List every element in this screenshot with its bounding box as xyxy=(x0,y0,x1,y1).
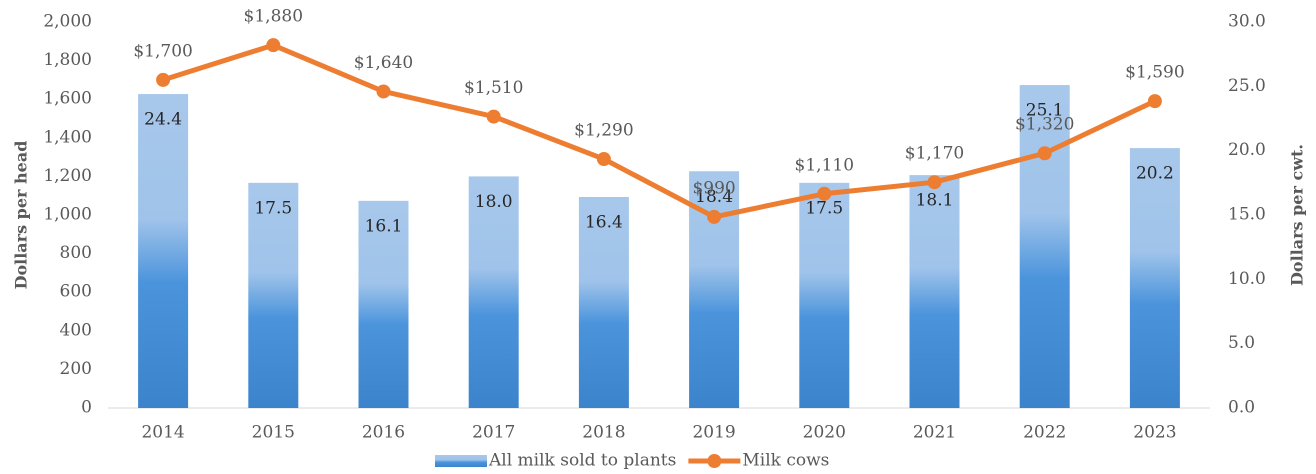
x-tick-label: 2023 xyxy=(1133,423,1176,443)
bar-value-label: 20.2 xyxy=(1136,164,1174,184)
line-value-label: $1,290 xyxy=(574,121,633,141)
line-value-label: $1,700 xyxy=(133,41,192,61)
y2-tick-label: 15.0 xyxy=(1228,205,1266,225)
line-point xyxy=(927,175,942,190)
line-value-label: $990 xyxy=(692,178,735,198)
bar xyxy=(468,176,519,408)
line-value-label: $1,640 xyxy=(354,53,413,73)
x-tick-label: 2018 xyxy=(582,423,625,443)
y2-tick-label: 25.0 xyxy=(1228,76,1266,96)
line-point xyxy=(266,38,281,53)
bar xyxy=(909,175,960,408)
legend-label: Milk cows xyxy=(742,451,829,471)
x-tick-label: 2019 xyxy=(692,423,735,443)
y-tick-label: 800 xyxy=(60,243,92,263)
x-tick-label: 2017 xyxy=(472,423,515,443)
y-tick-label: 1,400 xyxy=(43,127,92,147)
bar-value-label: 17.5 xyxy=(254,198,292,218)
line-point xyxy=(707,209,722,224)
y-tick-label: 1,800 xyxy=(43,50,92,70)
line-point xyxy=(596,152,611,167)
bar-value-label: 25.1 xyxy=(1026,101,1064,121)
line-value-label: $1,110 xyxy=(795,155,854,175)
line-point xyxy=(486,109,501,124)
y2-axis-title: Dollars per cwt. xyxy=(1288,144,1307,286)
y2-tick-label: 0.0 xyxy=(1228,398,1255,418)
bar xyxy=(578,196,629,408)
line-value-label: $1,170 xyxy=(905,144,964,164)
y-tick-label: 400 xyxy=(60,320,92,340)
legend-swatch xyxy=(435,455,487,467)
line xyxy=(162,42,1156,220)
y2-tick-label: 10.0 xyxy=(1228,269,1266,289)
y-tick-label: 2,000 xyxy=(43,12,92,32)
x-tick-label: 2020 xyxy=(803,423,846,443)
x-tick-label: 2015 xyxy=(252,423,295,443)
bar-value-label: 18.1 xyxy=(916,191,954,211)
bar-value-label: 18.0 xyxy=(475,192,513,212)
y-tick-label: 600 xyxy=(60,282,92,302)
line-point xyxy=(156,72,171,87)
legend-label: All milk sold to plants xyxy=(488,451,676,471)
line-point xyxy=(1037,146,1052,161)
legend-swatch-marker xyxy=(707,454,722,468)
line-point xyxy=(1147,94,1162,109)
bar xyxy=(1129,148,1180,409)
line-value-label: $1,510 xyxy=(464,78,523,98)
line-value-label: $1,880 xyxy=(244,7,303,27)
x-tick-label: 2016 xyxy=(362,423,405,443)
y-tick-label: 1,600 xyxy=(43,89,92,109)
y-axis-title: Dollars per head xyxy=(12,141,31,290)
bar-value-label: 17.5 xyxy=(805,198,843,218)
line-point xyxy=(817,186,832,201)
bar xyxy=(248,182,299,408)
y2-tick-label: 5.0 xyxy=(1228,333,1255,353)
y-tick-label: 200 xyxy=(60,359,92,379)
bar xyxy=(138,94,189,408)
bar-value-label: 24.4 xyxy=(144,110,182,130)
y2-tick-label: 20.0 xyxy=(1228,140,1266,160)
bar xyxy=(799,182,850,408)
x-tick-label: 2021 xyxy=(913,423,956,443)
x-tick-label: 2022 xyxy=(1023,423,1066,443)
y2-tick-label: 30.0 xyxy=(1228,12,1266,32)
bar-value-label: 16.1 xyxy=(365,216,403,236)
bar xyxy=(358,200,409,408)
y-tick-label: 1,000 xyxy=(43,205,92,225)
y-tick-label: 1,200 xyxy=(43,166,92,186)
line-point xyxy=(376,84,391,99)
bar xyxy=(1019,85,1070,409)
x-tick-label: 2014 xyxy=(141,423,184,443)
y-tick-label: 0 xyxy=(81,398,92,418)
bar-value-label: 18.4 xyxy=(695,187,733,207)
line-value-label: $1,320 xyxy=(1015,115,1074,135)
line-value-label: $1,590 xyxy=(1125,63,1184,83)
bar-value-label: 16.4 xyxy=(585,212,623,232)
